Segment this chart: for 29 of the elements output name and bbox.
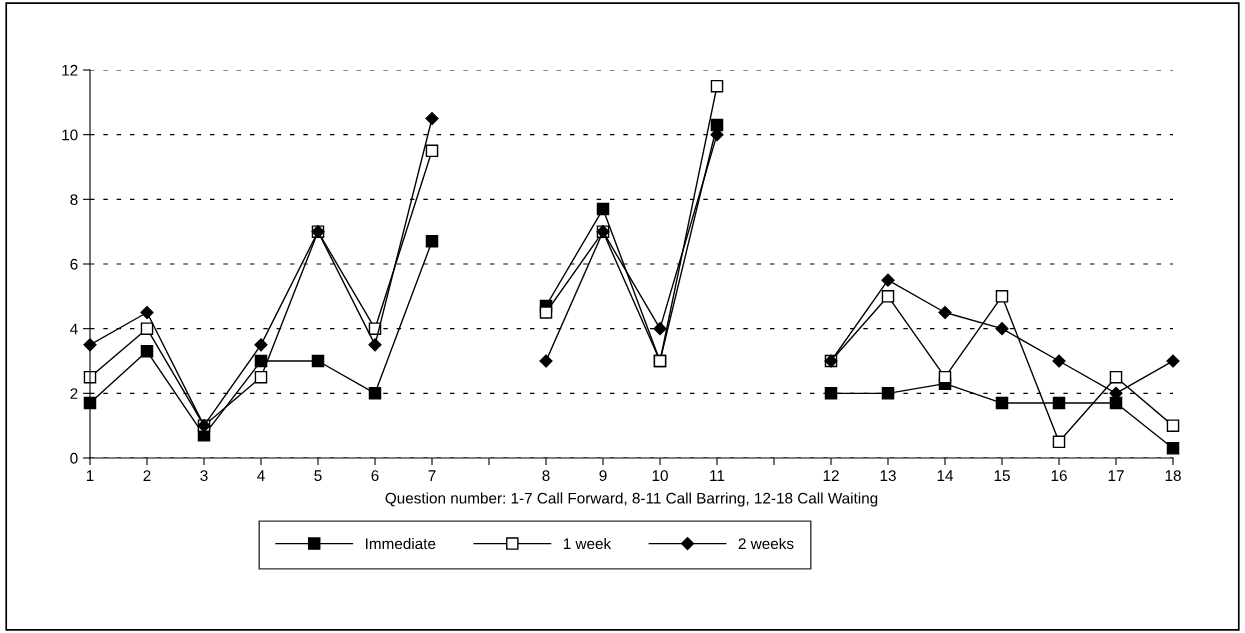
x-tick-label: 17: [1108, 470, 1124, 481]
y-tick-label: 2: [70, 388, 78, 399]
x-tick-label: 12: [823, 470, 839, 481]
x-tick-label: 8: [542, 470, 550, 482]
x-tick-label: 18: [1165, 470, 1181, 482]
y-tick-label: 4: [70, 323, 78, 335]
y-tick-label: 6: [70, 258, 78, 270]
y-tick-label: 0: [70, 452, 78, 464]
legend-label: 1 week: [563, 537, 612, 550]
x-axis-title: Question number: 1-7 Call Forward, 8-11 Call Barring, 12-18 Call Waiting: [385, 492, 878, 507]
x-tick-label: 9: [599, 470, 607, 482]
x-tick-label: 13: [880, 470, 896, 482]
x-tick-label: 3: [200, 470, 208, 482]
y-tick-label: 12: [62, 64, 78, 76]
x-tick-label: 14: [937, 470, 954, 481]
x-tick-label: 7: [428, 470, 436, 481]
x-tick-label: 1: [86, 470, 94, 481]
legend-label: 2 weeks: [738, 537, 794, 550]
x-tick-label: 10: [652, 470, 668, 482]
x-tick-label: 6: [371, 470, 379, 482]
x-tick-label: 16: [1051, 470, 1067, 482]
y-tick-label: 10: [62, 129, 78, 141]
x-tick-label: 5: [314, 470, 322, 482]
y-tick-label: 8: [70, 194, 78, 206]
legend-label: Immediate: [366, 537, 436, 550]
x-tick-label: 15: [994, 470, 1010, 482]
x-tick-label: 11: [710, 470, 725, 481]
x-tick-label: 2: [143, 470, 151, 481]
x-tick-label: 4: [257, 470, 265, 481]
